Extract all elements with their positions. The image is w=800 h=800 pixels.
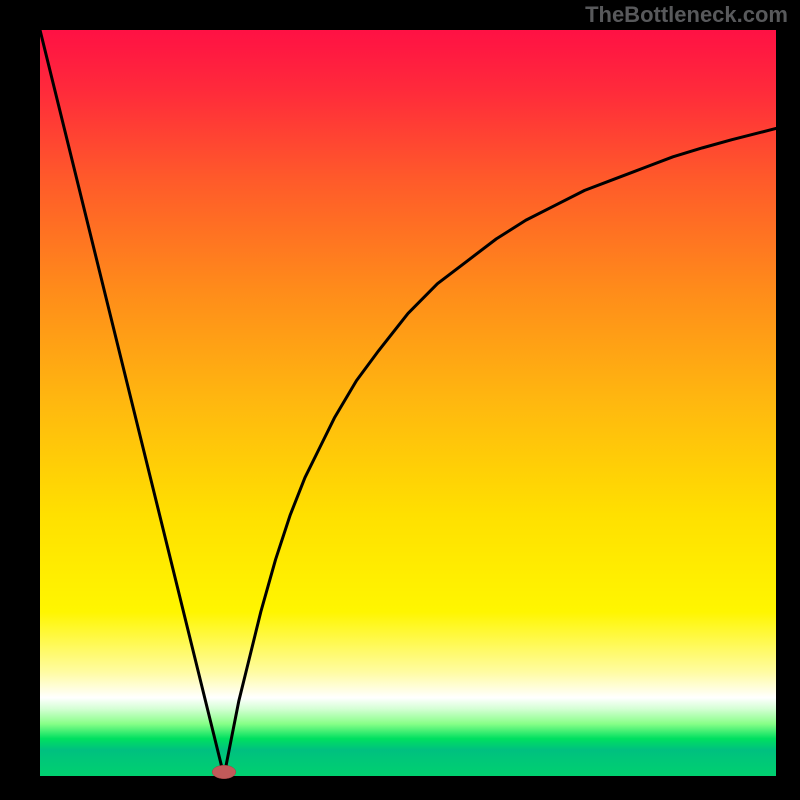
chart-root: TheBottleneck.com: [0, 0, 800, 800]
plot-background: [40, 30, 776, 776]
watermark-text: TheBottleneck.com: [585, 2, 788, 28]
valley-marker: [212, 765, 236, 778]
bottleneck-chart: [0, 0, 800, 800]
